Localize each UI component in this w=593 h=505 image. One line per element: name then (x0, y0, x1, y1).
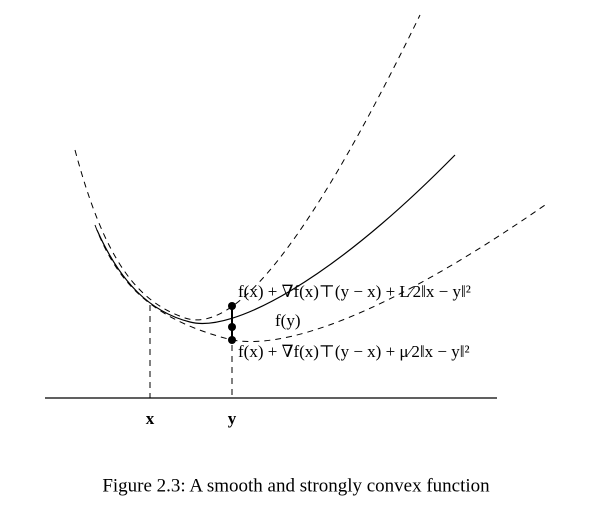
caption: Figure 2.3: A smooth and strongly convex… (102, 475, 490, 496)
upper-bound-label: f(x) + ∇f(x)⊤(y − x) + L⁄2‖x − y‖² (238, 282, 471, 301)
lower-point (228, 336, 236, 344)
upper-point (228, 302, 236, 310)
function-point (228, 323, 236, 331)
function-curve (96, 154, 456, 324)
function-label: f(y) (275, 311, 300, 330)
lower-bound-curve (94, 204, 546, 342)
y-label: y (228, 409, 237, 428)
upper-bound-curve (74, 14, 421, 321)
lower-bound-label: f(x) + ∇f(x)⊤(y − x) + μ⁄2‖x − y‖² (238, 342, 470, 361)
x-label: x (146, 409, 155, 428)
